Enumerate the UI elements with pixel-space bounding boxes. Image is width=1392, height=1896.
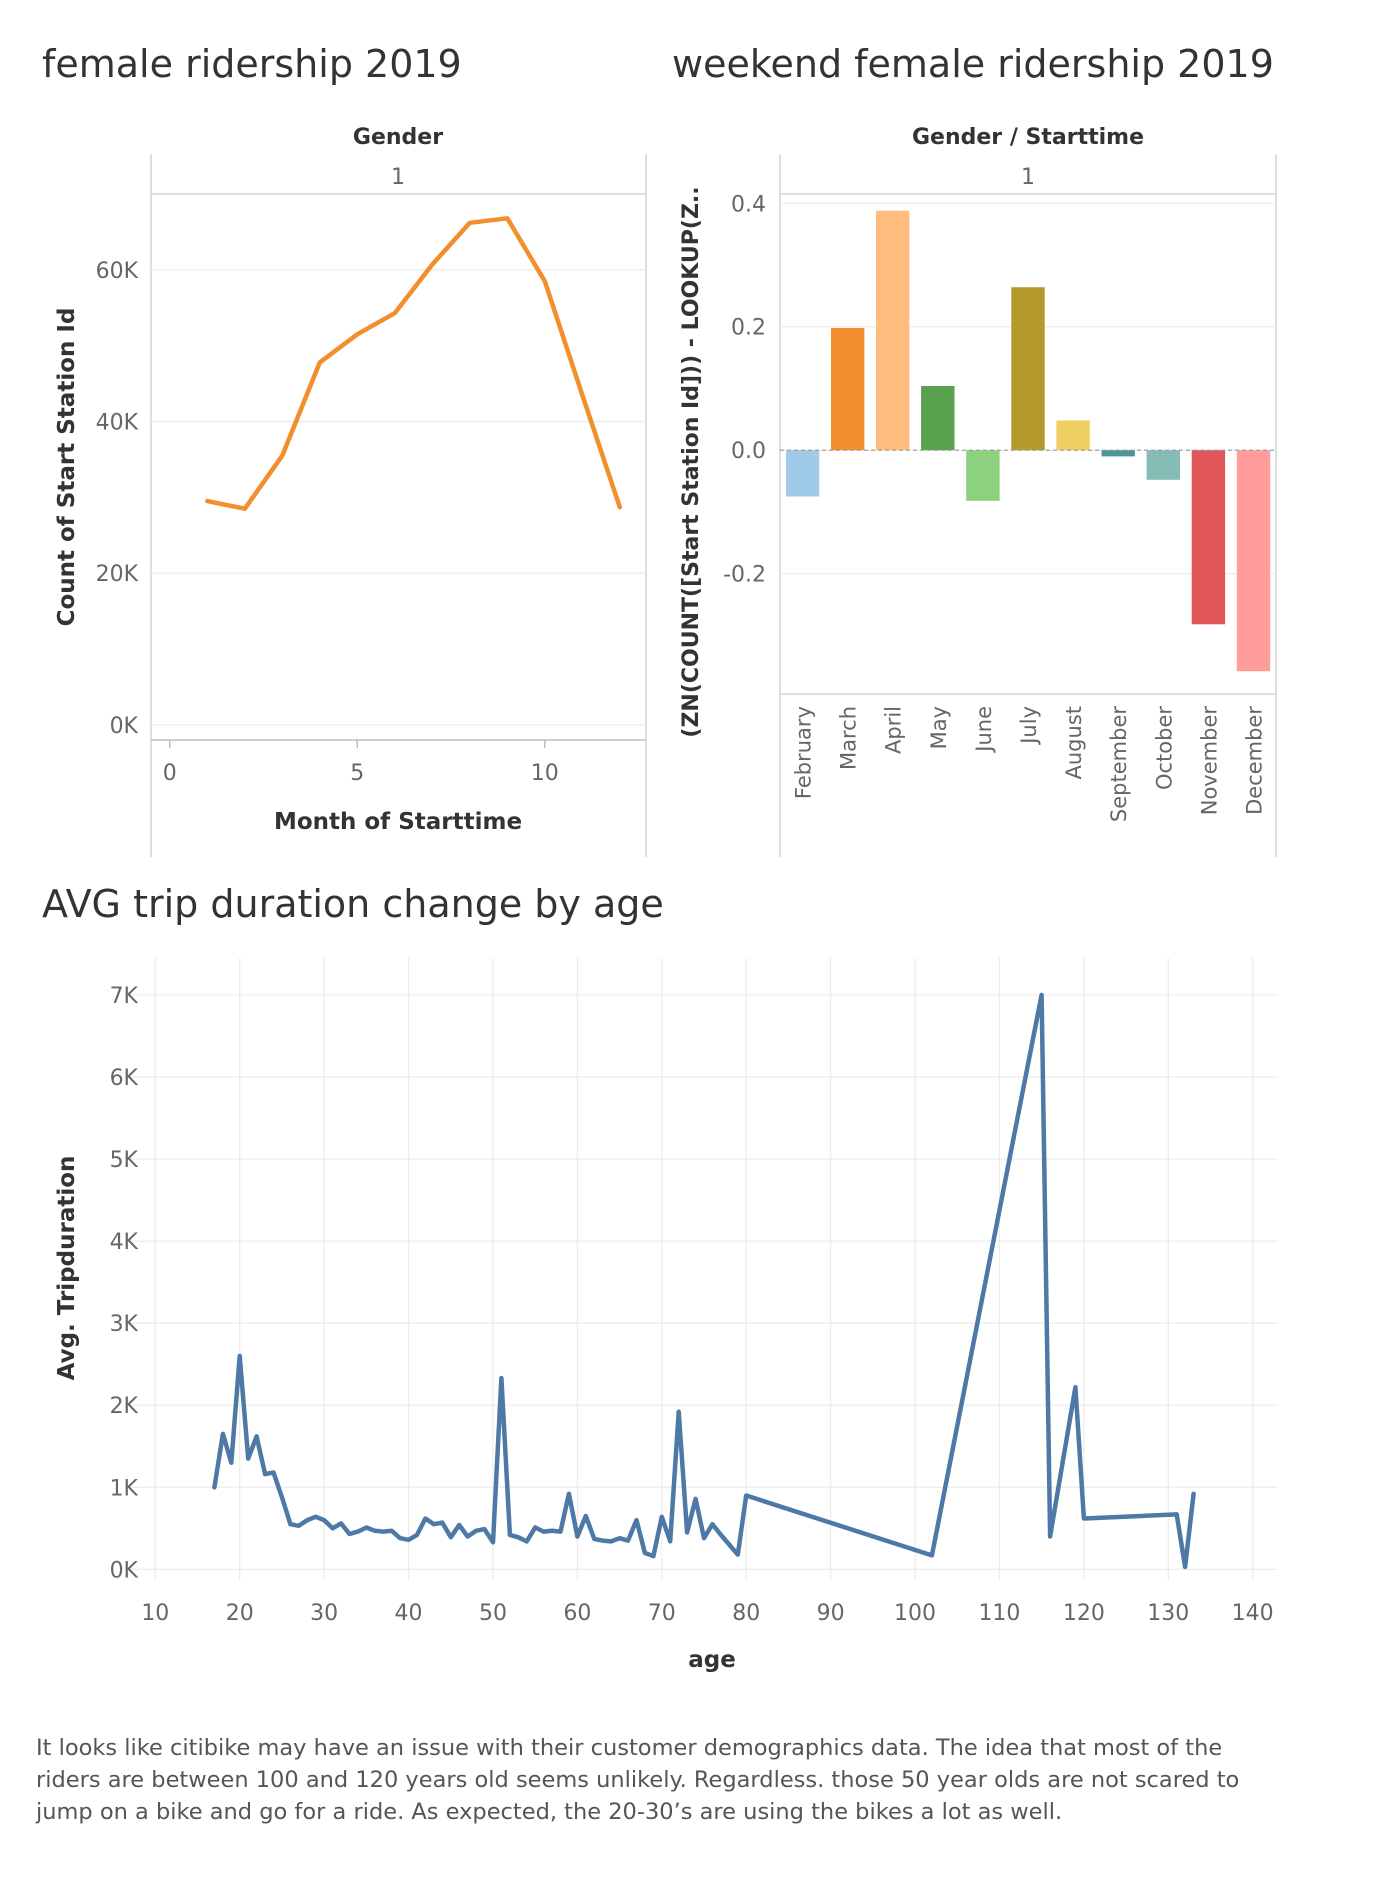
x-tick-label: 40: [395, 1601, 423, 1626]
chart-title-female-ridership: female ridership 2019: [42, 42, 462, 86]
bar-june: [966, 450, 1000, 501]
x-tick-label: 0: [163, 761, 177, 786]
y-axis-label: Count of Start Station Id: [54, 308, 80, 627]
x-tick-label: 10: [141, 1601, 169, 1626]
series-line: [212, 992, 1196, 1570]
y-tick-label: 7K: [110, 984, 139, 1009]
y-tick-label: 0K: [110, 714, 139, 739]
bar-may: [921, 386, 955, 451]
x-tick-label: 5: [350, 761, 364, 786]
y-tick-label: 0.4: [731, 192, 766, 217]
x-tick-label: 140: [1232, 1601, 1274, 1626]
category-label: August: [1062, 706, 1086, 780]
category-label: May: [927, 706, 951, 749]
y-tick-label: 2K: [110, 1394, 139, 1419]
y-tick-label: -0.2: [723, 563, 766, 588]
bar-september: [1101, 450, 1135, 457]
bar-july: [1011, 287, 1045, 451]
chart-title-avg-trip-duration: AVG trip duration change by age: [42, 882, 664, 926]
x-tick-label: 110: [978, 1601, 1020, 1626]
chart-weekend-female-ridership: Gender / Starttime 1 -0.2 0.0 0.2 0.4 Febru…: [679, 125, 1277, 857]
y-axis-label: Avg. Tripduration: [54, 1156, 80, 1381]
x-tick-label: 30: [310, 1601, 338, 1626]
note-line: jump on a bike and go for a ride. As exp…: [36, 1799, 1063, 1825]
category-label: September: [1107, 706, 1131, 822]
x-tick-label: 60: [563, 1601, 591, 1626]
facet-label: 1: [391, 165, 405, 190]
y-tick-label: 40K: [96, 411, 139, 436]
y-tick-label: 0.0: [731, 439, 766, 464]
x-axis-label: age: [688, 1647, 736, 1673]
category-label: November: [1197, 706, 1221, 816]
category-label: July: [1017, 706, 1041, 746]
y-axis-label: (ZN(COUNT([Start Station Id])) - LOOKUP(…: [679, 186, 704, 737]
category-label: October: [1152, 706, 1176, 790]
bar-october: [1146, 450, 1180, 480]
y-tick-label: 60K: [96, 259, 139, 284]
category-label: December: [1243, 706, 1267, 815]
note-line: riders are between 100 and 120 years old…: [36, 1767, 1240, 1793]
chart-avg-trip-duration: 0K 1K 2K 3K 4K 5K 6K 7K 10 20 30 40 50 60 70 80 90 100 11…: [54, 958, 1278, 1673]
header-label: Gender: [353, 125, 443, 150]
commentary-note: It looks like citibike may have an issue…: [36, 1732, 1266, 1828]
chart-female-ridership: Gender 1 0K 20K 40K 60K 0 5 10 Month of Start…: [54, 125, 647, 857]
category-label: April: [882, 706, 906, 754]
y-tick-label: 1K: [110, 1476, 139, 1501]
chart-title-weekend-female-ridership: weekend female ridership 2019: [672, 42, 1274, 86]
x-tick-label: 50: [479, 1601, 507, 1626]
y-tick-label: 6K: [110, 1066, 139, 1091]
bar-april: [876, 210, 910, 451]
x-tick-label: 70: [648, 1601, 676, 1626]
x-tick-label: 90: [817, 1601, 845, 1626]
x-tick-label: 10: [531, 761, 559, 786]
category-label: February: [792, 706, 816, 799]
y-tick-label: 3K: [110, 1312, 139, 1337]
x-axis-label: Month of Starttime: [274, 809, 522, 835]
y-tick-label: 0K: [110, 1558, 139, 1583]
x-tick-label: 100: [894, 1601, 936, 1626]
x-tick-label: 130: [1147, 1601, 1189, 1626]
bar-august: [1056, 420, 1090, 451]
y-tick-label: 4K: [110, 1230, 139, 1255]
x-tick-label: 80: [732, 1601, 760, 1626]
header-label: Gender / Starttime: [912, 125, 1144, 150]
bar-december: [1236, 450, 1271, 672]
bar-february: [785, 450, 820, 497]
x-tick-label: 20: [226, 1601, 254, 1626]
facet-label: 1: [1021, 165, 1035, 190]
y-tick-label: 5K: [110, 1148, 139, 1173]
series-line: [205, 216, 623, 511]
category-label: June: [972, 706, 996, 754]
y-tick-label: 0.2: [731, 316, 766, 341]
bar-march: [831, 328, 865, 451]
category-label: March: [837, 706, 861, 770]
bar-november: [1191, 450, 1226, 625]
y-tick-label: 20K: [96, 562, 139, 587]
note-line: It looks like citibike may have an issue…: [36, 1735, 1223, 1761]
x-tick-label: 120: [1063, 1601, 1105, 1626]
